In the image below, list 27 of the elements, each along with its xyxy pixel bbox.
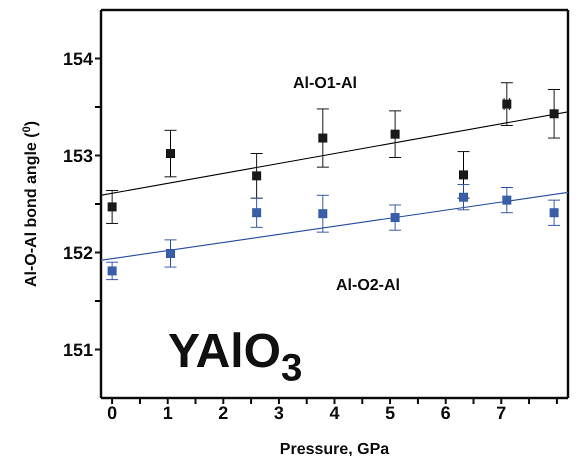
point bbox=[502, 100, 512, 109]
x-tick-label: 2 bbox=[218, 402, 228, 423]
point bbox=[458, 170, 468, 180]
annotation: Al-O1-Al bbox=[293, 75, 357, 92]
x-tick-label: 0 bbox=[107, 402, 118, 423]
point bbox=[108, 266, 117, 276]
x-tick-label: 1 bbox=[162, 402, 173, 423]
point bbox=[318, 134, 328, 143]
annotation: Al-O2-Al bbox=[336, 277, 400, 294]
y-tick-label: 154 bbox=[62, 48, 93, 69]
y-tick-label: 153 bbox=[62, 146, 93, 166]
x-tick-label: 6 bbox=[440, 402, 451, 423]
point bbox=[458, 192, 468, 202]
point bbox=[252, 171, 262, 180]
y-tick-label: 151 bbox=[62, 340, 93, 360]
x-tick-label: 3 bbox=[274, 402, 284, 423]
point bbox=[252, 208, 262, 218]
annotation: YAlO$_{3}$ bbox=[168, 325, 302, 390]
point bbox=[550, 208, 559, 218]
x-tick-label: 4 bbox=[329, 402, 340, 423]
x-tick-label: 5 bbox=[385, 402, 396, 423]
point bbox=[318, 209, 328, 218]
point bbox=[108, 202, 117, 212]
point bbox=[390, 130, 400, 139]
point bbox=[166, 149, 175, 158]
y-tick-label: 152 bbox=[62, 242, 93, 263]
x-tick-label: 7 bbox=[496, 402, 506, 423]
